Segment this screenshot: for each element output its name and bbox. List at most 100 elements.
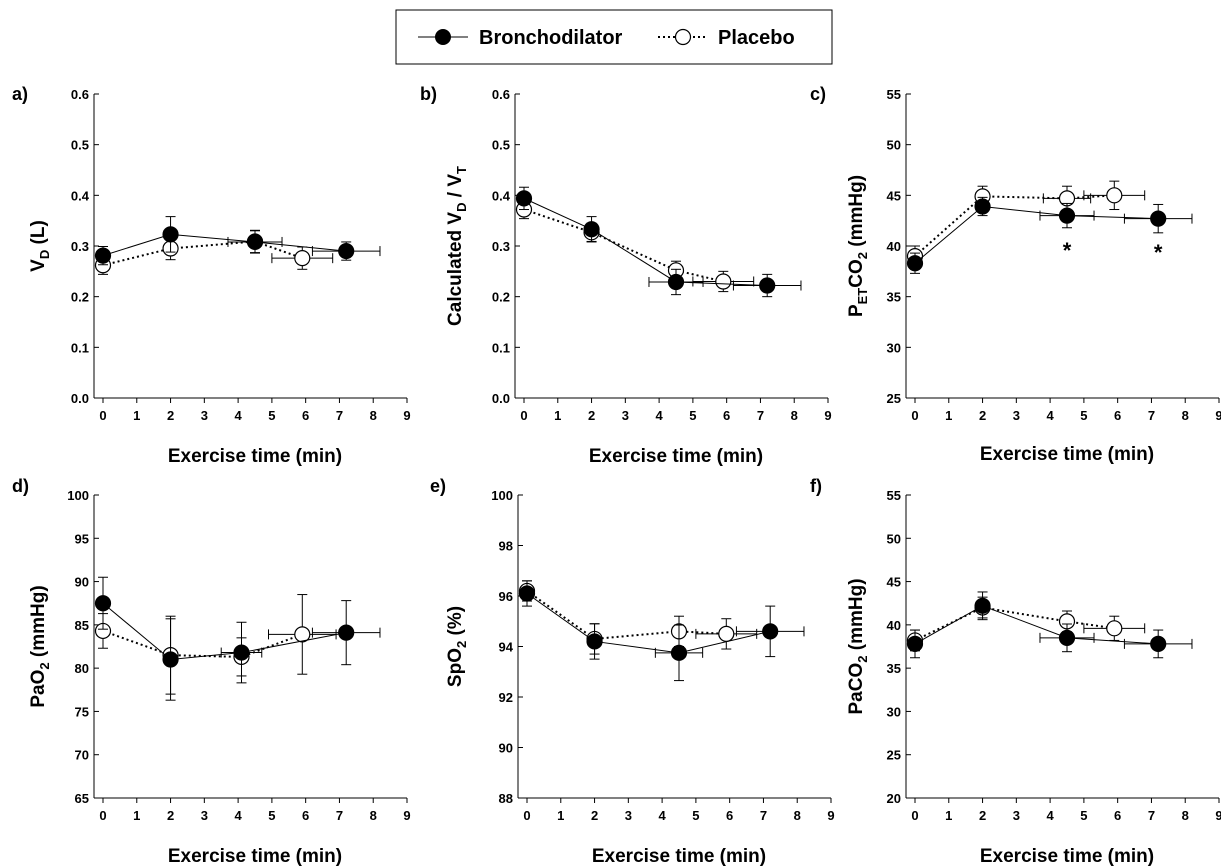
data-point-bronchodilator xyxy=(906,635,924,653)
panel-label: e) xyxy=(430,476,446,496)
y-label-sub2: T xyxy=(454,166,469,174)
x-tick-label: 8 xyxy=(370,408,377,423)
x-tick-label: 9 xyxy=(824,408,831,423)
x-tick-label: 0 xyxy=(520,408,527,423)
y-tick-label: 0.5 xyxy=(71,138,89,153)
series-line xyxy=(102,602,347,661)
panel-label: b) xyxy=(420,84,437,104)
chart-panel-1: a) 0.0 0.1 0.2 0.3 0.4 0.5 0.6 0 1 2 3 4 5 6 7 8 9 Exercis… xyxy=(12,84,411,467)
x-tick-label: 5 xyxy=(1080,808,1087,823)
y-label-sub: D xyxy=(37,250,52,259)
series-bronchodilator xyxy=(906,196,1193,274)
series-placebo xyxy=(515,199,755,293)
y-tick-label: 50 xyxy=(887,531,901,546)
y-tick-label: 0.2 xyxy=(492,290,510,305)
data-point-bronchodilator xyxy=(670,644,688,661)
panel-label: d) xyxy=(12,476,29,496)
y-axis-label: SpO2 (%) xyxy=(445,606,469,687)
x-axis-label: Exercise time (min) xyxy=(980,846,1154,867)
data-point-bronchodilator xyxy=(338,242,355,260)
y-tick-label: 90 xyxy=(499,741,513,756)
chart-panel-4: d) 65 70 75 80 85 90 95 100 0 1 2 3 4 5 6 7 8 9 Exercise ti… xyxy=(12,476,411,867)
y-axis-label: PaO2 (mmHg) xyxy=(28,585,52,707)
y-tick-label: 0.0 xyxy=(71,391,89,406)
data-point-bronchodilator xyxy=(1058,629,1076,646)
data-point-bronchodilator xyxy=(583,221,600,238)
x-tick-label: 1 xyxy=(554,408,561,423)
y-tick-label: 0.1 xyxy=(71,340,89,355)
x-tick-label: 3 xyxy=(201,408,208,423)
y-tick-label: 65 xyxy=(75,791,89,806)
y-label-rest: CO xyxy=(846,259,867,288)
series-line xyxy=(102,240,303,267)
data-point-bronchodilator xyxy=(906,255,924,272)
x-tick-label: 5 xyxy=(268,408,275,423)
data-point-bronchodilator xyxy=(162,226,179,243)
x-tick-label: 9 xyxy=(403,808,410,823)
data-point-bronchodilator xyxy=(518,585,536,602)
y-label-sub: 2 xyxy=(37,662,52,669)
legend: Bronchodilator Placebo xyxy=(395,9,833,65)
y-tick-label: 50 xyxy=(887,138,901,153)
data-point-bronchodilator xyxy=(94,595,112,612)
data-point-bronchodilator xyxy=(974,597,991,614)
y-tick-label: 0.1 xyxy=(492,340,510,355)
data-point-placebo xyxy=(715,273,732,290)
y-tick-label: 0.0 xyxy=(492,391,510,406)
x-tick-label: 1 xyxy=(133,408,140,423)
data-point-bronchodilator xyxy=(246,233,264,251)
y-axis-label: VD (L) xyxy=(28,220,52,272)
data-point-bronchodilator xyxy=(1058,207,1076,224)
series-placebo xyxy=(94,229,334,275)
significance-marker: * xyxy=(1063,238,1072,263)
y-tick-label: 0.4 xyxy=(71,188,90,203)
x-tick-label: 9 xyxy=(1215,808,1221,823)
series-line xyxy=(914,605,1159,645)
x-tick-label: 1 xyxy=(133,808,140,823)
x-axis-label: Exercise time (min) xyxy=(168,846,342,867)
series-bronchodilator xyxy=(94,576,381,701)
data-point-bronchodilator xyxy=(974,198,991,215)
data-point-bronchodilator xyxy=(1150,210,1167,227)
y-tick-label: 88 xyxy=(499,791,513,806)
x-tick-label: 6 xyxy=(1114,408,1121,423)
data-point-bronchodilator xyxy=(338,624,355,641)
y-tick-label: 0.4 xyxy=(492,188,511,203)
x-tick-label: 7 xyxy=(336,808,343,823)
x-axis-label: Exercise time (min) xyxy=(592,846,766,867)
x-tick-label: 0 xyxy=(99,408,106,423)
x-tick-label: 1 xyxy=(945,808,952,823)
x-tick-label: 1 xyxy=(945,408,952,423)
series-line xyxy=(102,233,347,257)
data-point-bronchodilator xyxy=(762,623,779,640)
y-tick-label: 40 xyxy=(887,618,901,633)
x-tick-label: 7 xyxy=(757,408,764,423)
chart-panel-5: e) 88 90 92 94 96 98 100 0 1 2 3 4 5 6 7 8 9 Exercise time… xyxy=(430,476,835,867)
y-label-main: SpO xyxy=(445,648,466,687)
series-bronchodilator xyxy=(94,216,381,266)
legend-bronchodilator-label: Bronchodilator xyxy=(479,27,623,49)
x-tick-label: 8 xyxy=(1182,808,1189,823)
series-bronchodilator xyxy=(515,186,802,298)
x-tick-label: 0 xyxy=(911,808,918,823)
x-axis-label: Exercise time (min) xyxy=(980,444,1154,465)
y-tick-label: 96 xyxy=(499,589,513,604)
x-tick-label: 6 xyxy=(726,808,733,823)
x-tick-label: 4 xyxy=(655,408,663,423)
y-axis-label: Calculated VD / VT xyxy=(445,166,469,326)
x-tick-label: 4 xyxy=(234,408,242,423)
x-tick-label: 3 xyxy=(201,808,208,823)
y-tick-label: 70 xyxy=(75,748,89,763)
x-tick-label: 3 xyxy=(1013,408,1020,423)
x-tick-label: 7 xyxy=(1148,808,1155,823)
data-point-placebo xyxy=(294,250,311,267)
legend-placebo-marker xyxy=(674,28,692,46)
series-line xyxy=(526,590,727,640)
y-axis-label: PaCO2 (mmHg) xyxy=(846,578,870,714)
y-tick-label: 0.6 xyxy=(71,87,89,102)
panel-label: a) xyxy=(12,84,28,104)
y-tick-label: 0.5 xyxy=(492,138,510,153)
y-tick-label: 100 xyxy=(67,488,89,503)
y-tick-label: 20 xyxy=(887,791,901,806)
